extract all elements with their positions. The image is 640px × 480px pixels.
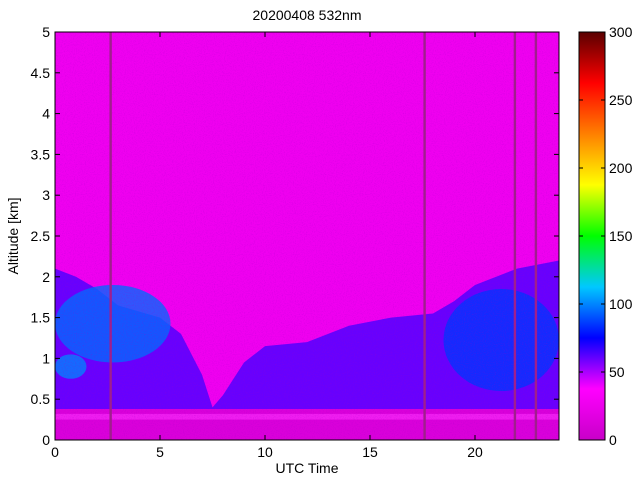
colorbar-tick-label: 200 (609, 160, 633, 176)
colorbar-tick-label: 250 (609, 92, 633, 108)
x-tick-label: 0 (51, 444, 59, 460)
y-axis: 0 0.5 1 1.5 2 2.5 3 3.5 4 4.5 5 (31, 24, 559, 448)
y-tick-label: 3 (42, 187, 50, 203)
colorbar-axis: 0 50 100 150 200 250 300 (579, 24, 633, 448)
chart-title: 20200408 532nm (253, 7, 362, 23)
y-tick-label: 2 (42, 269, 50, 285)
colorbar-tick-label: 50 (609, 364, 625, 380)
colorbar-tick-label: 0 (609, 432, 617, 448)
y-tick-label: 4.5 (31, 65, 51, 81)
x-tick-label: 15 (362, 444, 378, 460)
x-tick-label: 5 (156, 444, 164, 460)
x-tick-label: 20 (467, 444, 483, 460)
x-tick-label: 10 (257, 444, 273, 460)
y-tick-label: 3.5 (31, 146, 51, 162)
y-axis-title: Altitude [km] (5, 197, 21, 274)
y-tick-label: 5 (42, 24, 50, 40)
x-axis: 0 5 10 15 20 (51, 32, 483, 460)
plot-area (55, 32, 559, 440)
heatmap-noise (55, 32, 559, 440)
x-axis-title: UTC Time (276, 460, 339, 476)
colorbar (578, 31, 606, 441)
y-tick-label: 0.5 (31, 391, 51, 407)
y-tick-label: 4 (42, 106, 50, 122)
colorbar-tick-label: 300 (609, 24, 633, 40)
y-tick-label: 1 (42, 350, 50, 366)
y-tick-label: 2.5 (31, 228, 51, 244)
colorbar-tick-label: 100 (609, 296, 633, 312)
colorbar-tick-label: 150 (609, 228, 633, 244)
y-tick-label: 0 (42, 432, 50, 448)
y-tick-label: 1.5 (31, 310, 51, 326)
